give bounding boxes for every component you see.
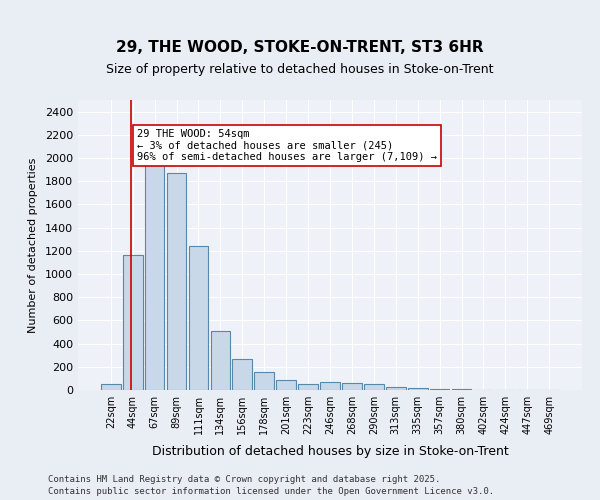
- Text: 29 THE WOOD: 54sqm
← 3% of detached houses are smaller (245)
96% of semi-detache: 29 THE WOOD: 54sqm ← 3% of detached hous…: [137, 129, 437, 162]
- Y-axis label: Number of detached properties: Number of detached properties: [28, 158, 38, 332]
- Bar: [145, 164, 164, 390]
- Bar: [320, 382, 340, 390]
- Bar: [188, 246, 208, 390]
- Bar: [254, 372, 274, 390]
- Text: Size of property relative to detached houses in Stoke-on-Trent: Size of property relative to detached ho…: [106, 62, 494, 76]
- Bar: [276, 380, 296, 390]
- Bar: [386, 386, 406, 390]
- Bar: [298, 384, 318, 390]
- Bar: [408, 388, 428, 390]
- Text: 29, THE WOOD, STOKE-ON-TRENT, ST3 6HR: 29, THE WOOD, STOKE-ON-TRENT, ST3 6HR: [116, 40, 484, 55]
- Bar: [167, 173, 187, 390]
- X-axis label: Distribution of detached houses by size in Stoke-on-Trent: Distribution of detached houses by size …: [152, 446, 508, 458]
- Bar: [232, 358, 252, 390]
- Bar: [101, 384, 121, 390]
- Bar: [123, 256, 143, 390]
- Text: Contains HM Land Registry data © Crown copyright and database right 2025.: Contains HM Land Registry data © Crown c…: [48, 475, 440, 484]
- Text: Contains public sector information licensed under the Open Government Licence v3: Contains public sector information licen…: [48, 488, 494, 496]
- Bar: [364, 384, 384, 390]
- Bar: [211, 331, 230, 390]
- Bar: [342, 383, 362, 390]
